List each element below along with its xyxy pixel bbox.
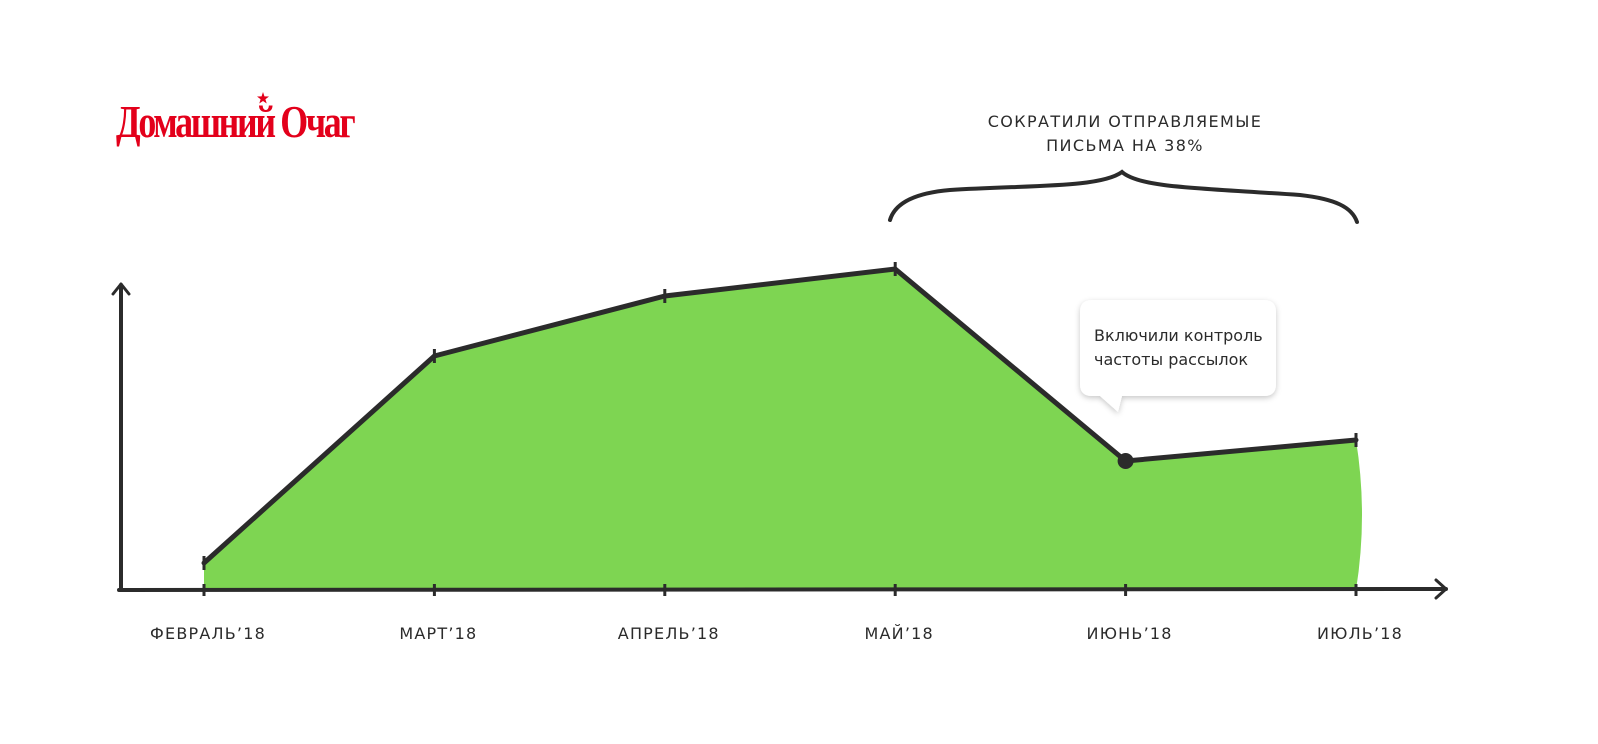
x-axis [117, 587, 1448, 592]
x-tick-label: ИЮЛЬ’18 [1317, 624, 1403, 643]
callout-line-1: Включили контроль [1094, 326, 1263, 345]
logo-text: Домашний Очаг [116, 96, 356, 147]
star-icon [257, 92, 269, 104]
brace-label-line-2: ПИСЬМА НА 38% [1046, 136, 1204, 155]
y-axis-arrow [111, 282, 131, 296]
x-axis-arrow [1434, 578, 1448, 600]
brand-logo: Домашний Очаг [116, 92, 356, 154]
callout-shape [1080, 300, 1276, 412]
x-tick-label: ФЕВРАЛЬ’18 [150, 624, 266, 643]
brace-annotation-label: СОКРАТИЛИ ОТПРАВЛЯЕМЫЕ ПИСЬМА НА 38% [950, 110, 1300, 158]
series-line [201, 266, 1359, 566]
brace-label-line-1: СОКРАТИЛИ ОТПРАВЛЯЕМЫЕ [987, 112, 1263, 131]
x-tick-label: ИЮНЬ’18 [1087, 624, 1173, 643]
callout-bubble: Включили контроль частоты рассылок [1080, 300, 1278, 412]
x-tick-label: МАРТ’18 [399, 624, 477, 643]
x-tick-label: АПРЕЛЬ’18 [618, 624, 720, 643]
data-point-highlight [1117, 453, 1134, 469]
callout-line-2: частоты рассылок [1094, 350, 1249, 369]
area-fill [204, 269, 1362, 590]
x-tick-label: МАЙ’18 [865, 624, 934, 643]
annotation-brace [888, 169, 1359, 224]
